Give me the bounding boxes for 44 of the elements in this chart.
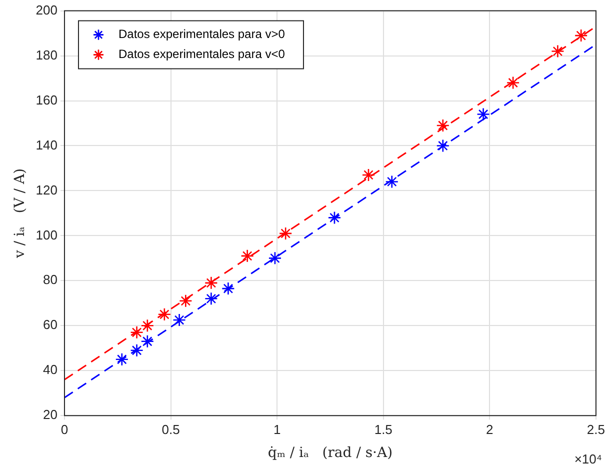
point xyxy=(240,249,254,263)
point xyxy=(158,308,172,322)
x-tick-label: 1.5 xyxy=(374,422,392,437)
point xyxy=(204,276,218,290)
point xyxy=(436,139,450,152)
y-axis-title: v / iₐ (V / A) xyxy=(12,168,28,259)
point xyxy=(362,168,376,182)
y-tick-label: 20 xyxy=(43,407,58,422)
point xyxy=(328,211,342,224)
y-tick-label: 80 xyxy=(43,272,58,288)
point xyxy=(140,318,154,332)
point xyxy=(436,118,450,132)
point xyxy=(140,334,154,348)
x-tick-label: 1 xyxy=(273,422,281,437)
y-tick-label: 140 xyxy=(36,137,58,152)
point xyxy=(278,226,292,240)
x-tick-label: 0 xyxy=(60,422,68,437)
point xyxy=(204,292,218,306)
point xyxy=(222,282,235,296)
point xyxy=(130,344,144,358)
y-tick-label: 60 xyxy=(43,317,58,332)
point xyxy=(115,352,129,366)
point xyxy=(574,28,588,42)
point xyxy=(130,326,144,340)
x-axis-title: q̇ₘ / iₐ (rad / s·A) xyxy=(268,445,393,462)
legend-label: Datos experimentales para v<0 xyxy=(118,47,286,62)
point xyxy=(179,294,192,308)
point xyxy=(506,76,520,90)
y-tick-label: 200 xyxy=(36,2,58,18)
point xyxy=(385,175,399,188)
text: ×10⁴ xyxy=(574,452,602,467)
x-tick-label: 0.5 xyxy=(162,422,180,437)
y-tick-label: 160 xyxy=(36,92,58,108)
y-tick-label: 40 xyxy=(43,362,58,378)
point xyxy=(551,44,564,58)
y-tick-label: 120 xyxy=(36,182,58,198)
x-tick-label: 2 xyxy=(486,422,494,437)
point xyxy=(172,313,186,327)
legend-label: Datos experimentales para v>0 xyxy=(118,27,286,42)
point xyxy=(268,252,282,265)
x-tick-label: 2.5 xyxy=(586,422,606,437)
y-tick-label: 100 xyxy=(36,227,58,242)
y-tick-label: 180 xyxy=(36,47,58,62)
point xyxy=(476,108,490,121)
